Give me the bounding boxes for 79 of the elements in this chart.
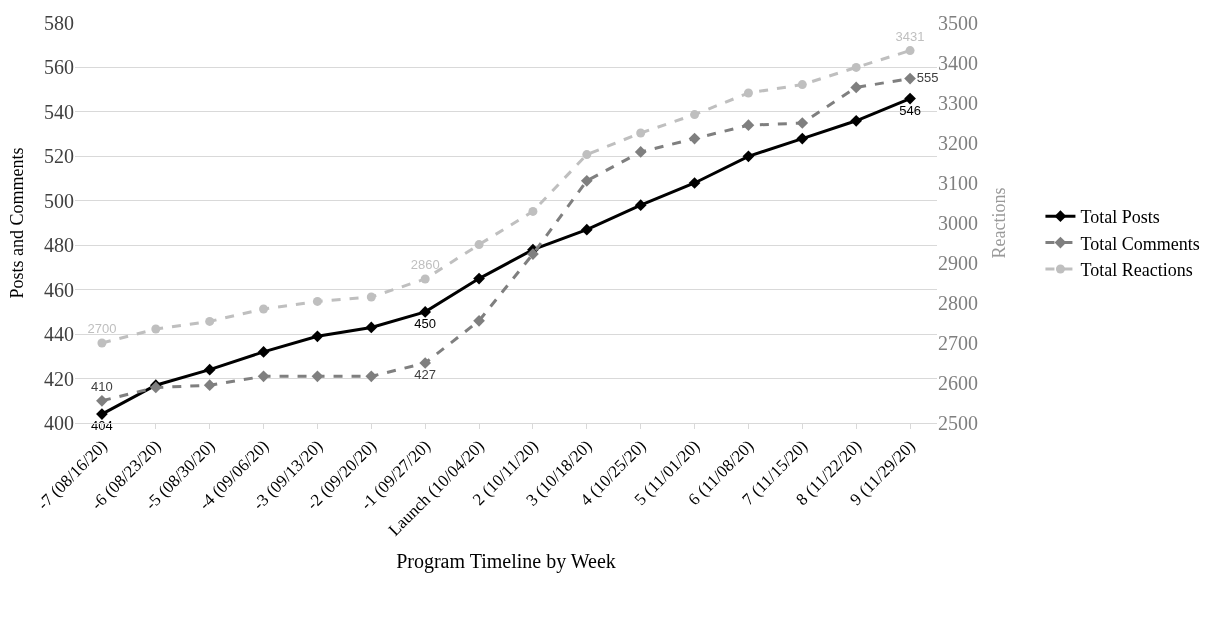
point <box>420 274 430 284</box>
y-tick-label: 400 <box>44 412 74 434</box>
point <box>419 357 432 369</box>
y-tick-label: 580 <box>44 12 74 34</box>
point <box>205 316 215 326</box>
point <box>96 408 108 420</box>
y-tick-label: 500 <box>44 189 74 212</box>
y-tick-label: 480 <box>44 234 74 257</box>
point <box>419 306 432 318</box>
point <box>904 72 916 85</box>
point <box>634 146 647 158</box>
y-tick-label: 420 <box>44 367 74 390</box>
point <box>797 80 807 90</box>
y-tick-label: 560 <box>44 56 74 79</box>
point <box>688 177 701 189</box>
y2-tick-label: 2900 <box>938 252 978 274</box>
point <box>96 394 108 407</box>
data-label: 3431 <box>895 28 925 44</box>
point <box>690 110 700 120</box>
point <box>527 248 539 260</box>
point <box>474 240 484 250</box>
point <box>257 346 270 358</box>
point <box>580 223 593 236</box>
point <box>151 324 161 334</box>
point <box>796 132 809 145</box>
point <box>688 132 701 145</box>
point <box>365 370 378 383</box>
point <box>311 330 324 343</box>
point <box>850 81 863 94</box>
point <box>259 304 269 314</box>
point <box>850 114 863 127</box>
point <box>528 206 538 216</box>
point <box>203 379 216 392</box>
y-tick-label: 460 <box>44 278 74 301</box>
y2-tick-label: 2700 <box>938 332 978 354</box>
point <box>257 370 270 383</box>
point <box>796 117 809 129</box>
point <box>365 321 378 334</box>
point <box>203 363 216 376</box>
data-label: 427 <box>414 367 437 383</box>
y2-tick-label: 2600 <box>938 372 978 394</box>
point <box>97 338 107 348</box>
point <box>312 296 322 306</box>
point <box>851 62 861 72</box>
data-label: 450 <box>414 316 437 332</box>
y2-tick-label: 3000 <box>938 212 978 234</box>
legend-label: Total Comments <box>1080 233 1200 254</box>
y2-tick-label: 3300 <box>938 92 978 114</box>
data-label: 546 <box>899 102 921 118</box>
y2-tick-label: 3100 <box>938 172 978 194</box>
y-axis-title: Posts and Comments <box>7 147 28 299</box>
point <box>473 272 485 285</box>
legend-label: Total Reactions <box>1080 260 1193 281</box>
y2-tick-label: 2500 <box>938 412 978 434</box>
data-label: 2860 <box>410 257 440 273</box>
point <box>742 150 755 163</box>
data-label: 2700 <box>87 321 117 337</box>
legend-label: Total Posts <box>1080 207 1160 228</box>
point <box>742 119 755 132</box>
point <box>636 128 646 138</box>
point <box>743 88 753 98</box>
point <box>634 199 647 212</box>
data-label: 555 <box>916 69 939 85</box>
point <box>366 292 376 302</box>
point <box>582 150 592 160</box>
y2-tick-label: 2800 <box>938 292 978 314</box>
y-tick-label: 440 <box>44 323 74 346</box>
y-tick-label: 540 <box>44 100 74 123</box>
y2-tick-label: 3500 <box>938 12 978 34</box>
y-tick-label: 520 <box>44 145 74 168</box>
point <box>580 174 593 187</box>
y2-axis-title: Reactions <box>989 187 1010 259</box>
point <box>905 46 915 56</box>
point <box>473 314 485 327</box>
x-axis-title: Program Timeline by Week <box>396 550 616 574</box>
y2-tick-label: 3400 <box>938 52 978 74</box>
data-label: 410 <box>91 378 113 394</box>
point <box>904 92 916 105</box>
y2-tick-label: 3200 <box>938 132 978 154</box>
